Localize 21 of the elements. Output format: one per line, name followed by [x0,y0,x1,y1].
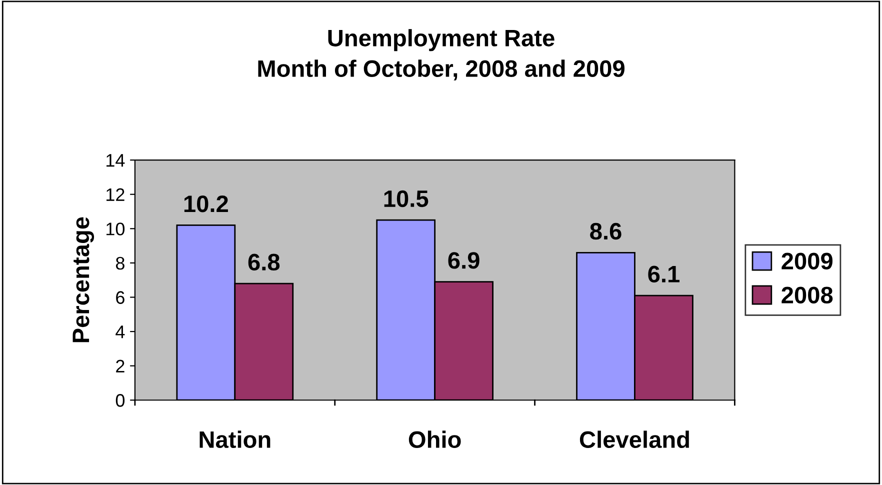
y-tick-label: 12 [106,188,124,201]
data-label: 6.8 [248,254,280,271]
y-axis-title: Percentage [72,217,94,342]
y-tick-label: 10 [106,222,125,236]
y-tick-label: 0 [116,394,125,407]
data-label: 6.1 [648,266,680,283]
legend-label: 2009 [782,252,832,270]
y-tick-label: 6 [116,291,124,304]
x-tick-label: Nation [200,430,270,448]
y-tick-label: 8 [116,256,124,270]
data-label: 6.9 [448,252,480,269]
data-label: 8.6 [590,222,622,240]
y-tick-label: 4 [116,326,125,338]
legend-label: 2008 [782,286,833,304]
x-tick-label: Ohio [408,430,461,448]
data-label: 10.2 [184,195,228,212]
data-label: 10.5 [384,190,428,208]
chart-title: Unemployment Rate Month of October, 2008 and 2009 [258,29,624,80]
x-tick-label: Cleveland [580,430,689,448]
y-tick-label: 2 [116,360,124,372]
y-tick-label: 14 [106,154,125,167]
